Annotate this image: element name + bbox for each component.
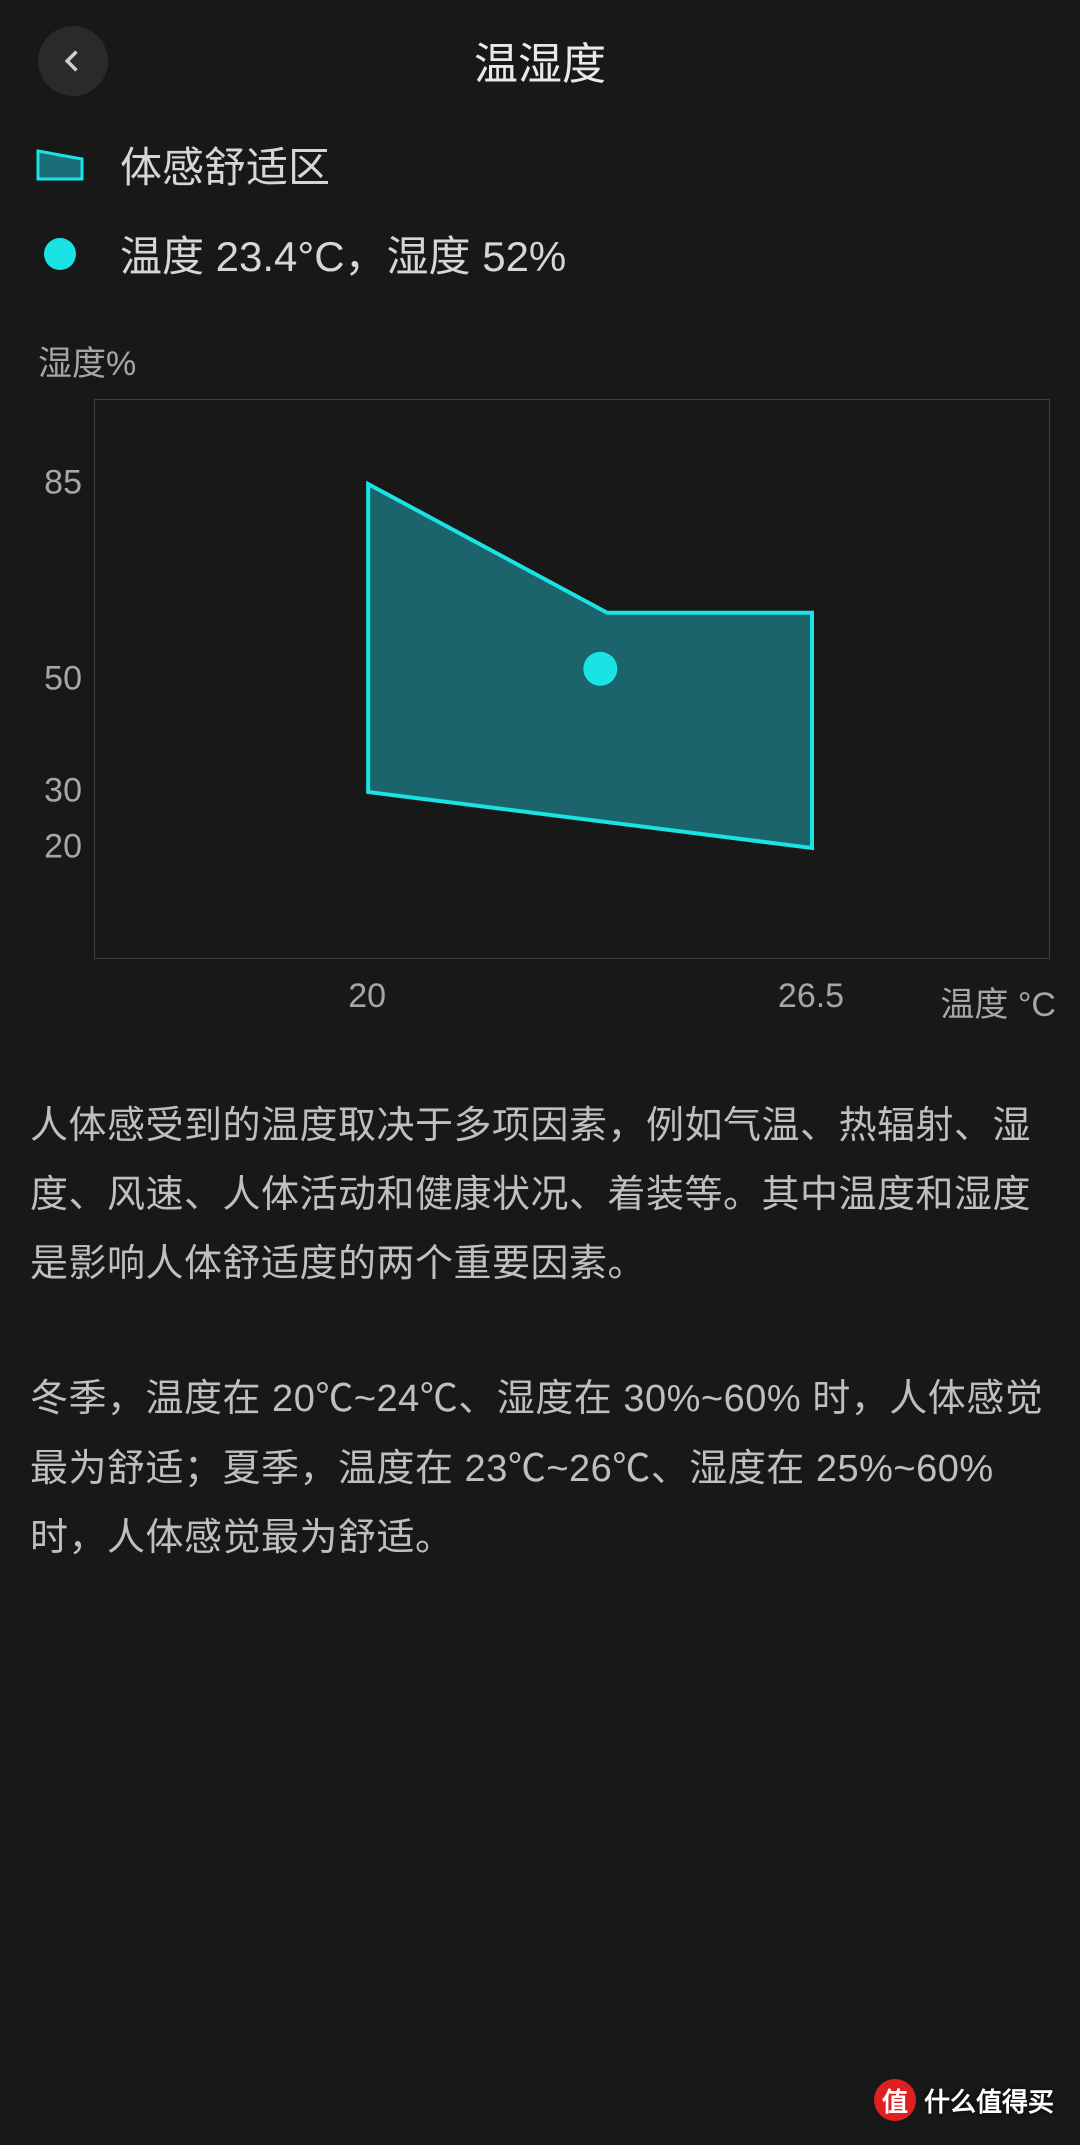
chart-svg bbox=[95, 400, 1051, 960]
legend: 体感舒适区 温度 23.4°C，湿度 52% bbox=[0, 134, 1080, 284]
x-ticks: 20 26.5 bbox=[94, 977, 1050, 1019]
current-point-icon bbox=[36, 230, 84, 278]
comfort-zone-icon bbox=[36, 141, 84, 189]
y-tick: 85 bbox=[44, 464, 82, 503]
watermark-text: 什么值得买 bbox=[924, 2082, 1054, 2119]
description-paragraph-1: 人体感受到的温度取决于多项因素，例如气温、热辐射、湿度、风速、人体活动和健康状况… bbox=[30, 1092, 1050, 1299]
legend-zone: 体感舒适区 bbox=[36, 134, 1044, 195]
current-reading-point bbox=[583, 652, 617, 686]
plot-area bbox=[94, 399, 1050, 959]
y-axis-label: 湿度% bbox=[38, 336, 1050, 385]
watermark-badge-icon: 值 bbox=[874, 2079, 916, 2121]
y-ticks: 85 50 30 20 bbox=[30, 399, 94, 959]
x-tick: 26.5 bbox=[778, 977, 844, 1016]
legend-point: 温度 23.4°C，湿度 52% bbox=[36, 223, 1044, 284]
description-paragraph-2: 冬季，温度在 20℃~24℃、湿度在 30%~60% 时，人体感觉最为舒适；夏季… bbox=[30, 1365, 1050, 1572]
chevron-left-icon bbox=[59, 47, 87, 75]
page-title: 温湿度 bbox=[474, 28, 606, 92]
legend-point-label: 温度 23.4°C，湿度 52% bbox=[120, 223, 566, 284]
header: 温湿度 bbox=[0, 0, 1080, 120]
watermark: 值 什么值得买 bbox=[874, 2079, 1054, 2121]
back-button[interactable] bbox=[38, 26, 108, 96]
y-tick: 50 bbox=[44, 660, 82, 699]
chart: 湿度% 85503020 2026.5 温度 °C bbox=[0, 336, 1080, 1026]
x-tick: 20 bbox=[348, 977, 386, 1016]
y-tick: 20 bbox=[44, 828, 82, 867]
description: 人体感受到的温度取决于多项因素，例如气温、热辐射、湿度、风速、人体活动和健康状况… bbox=[0, 1092, 1080, 1573]
legend-zone-label: 体感舒适区 bbox=[120, 134, 330, 195]
y-tick: 30 bbox=[44, 772, 82, 811]
